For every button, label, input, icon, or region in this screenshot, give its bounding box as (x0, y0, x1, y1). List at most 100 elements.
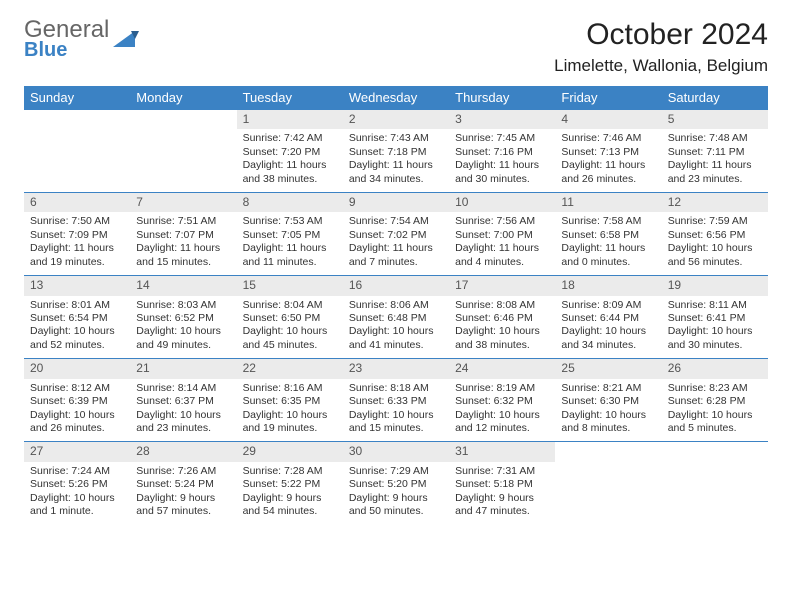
day-number: 4 (555, 110, 661, 129)
daylight-line: Daylight: 9 hours and 54 minutes. (243, 492, 337, 519)
dow-sunday: Sunday (24, 86, 130, 110)
week-row: 1Sunrise: 7:42 AMSunset: 7:20 PMDaylight… (24, 110, 768, 193)
daylight-line: Daylight: 11 hours and 26 minutes. (561, 159, 655, 186)
sunrise-line: Sunrise: 8:08 AM (455, 299, 549, 312)
day-content: Sunrise: 7:51 AMSunset: 7:07 PMDaylight:… (130, 212, 236, 275)
sunrise-line: Sunrise: 7:43 AM (349, 132, 443, 145)
dow-wednesday: Wednesday (343, 86, 449, 110)
day-cell: 19 Sunrise: 8:11 AMSunset: 6:41 PMDayligh… (662, 276, 768, 359)
daylight-line: Daylight: 10 hours and 49 minutes. (136, 325, 230, 352)
day-content: Sunrise: 8:23 AMSunset: 6:28 PMDaylight:… (662, 379, 768, 442)
daylight-line: Daylight: 11 hours and 30 minutes. (455, 159, 549, 186)
day-cell: 29Sunrise: 7:28 AMSunset: 5:22 PMDayligh… (237, 442, 343, 525)
daylight-line: Daylight: 10 hours and 45 minutes. (243, 325, 337, 352)
sunset-line: Sunset: 6:48 PM (349, 312, 443, 325)
day-number: 23 (343, 359, 449, 378)
day-cell: 6Sunrise: 7:50 AMSunset: 7:09 PMDaylight… (24, 193, 130, 276)
sunrise-line: Sunrise: 7:26 AM (136, 465, 230, 478)
day-number: 19 (662, 276, 768, 295)
sunset-line: Sunset: 6:50 PM (243, 312, 337, 325)
day-cell: 30Sunrise: 7:29 AMSunset: 5:20 PMDayligh… (343, 442, 449, 525)
daylight-line: Daylight: 10 hours and 30 minutes. (668, 325, 762, 352)
day-cell: 9Sunrise: 7:54 AMSunset: 7:02 PMDaylight… (343, 193, 449, 276)
dow-thursday: Thursday (449, 86, 555, 110)
sunset-line: Sunset: 7:20 PM (243, 146, 337, 159)
day-content: Sunrise: 8:04 AMSunset: 6:50 PMDaylight:… (237, 296, 343, 359)
sunset-line: Sunset: 6:56 PM (668, 229, 762, 242)
day-content: Sunrise: 7:29 AMSunset: 5:20 PMDaylight:… (343, 462, 449, 525)
day-cell: 17Sunrise: 8:08 AMSunset: 6:46 PMDayligh… (449, 276, 555, 359)
daylight-line: Daylight: 11 hours and 34 minutes. (349, 159, 443, 186)
daylight-line: Daylight: 10 hours and 38 minutes. (455, 325, 549, 352)
week-row: 6Sunrise: 7:50 AMSunset: 7:09 PMDaylight… (24, 193, 768, 276)
daylight-line: Daylight: 10 hours and 1 minute. (30, 492, 124, 519)
sunrise-line: Sunrise: 8:18 AM (349, 382, 443, 395)
day-number: 2 (343, 110, 449, 129)
brand-text: General Blue (24, 18, 109, 60)
location-subtitle: Limelette, Wallonia, Belgium (554, 56, 768, 76)
day-content: Sunrise: 8:09 AMSunset: 6:44 PMDaylight:… (555, 296, 661, 359)
day-cell: 22Sunrise: 8:16 AMSunset: 6:35 PMDayligh… (237, 359, 343, 442)
sunrise-line: Sunrise: 7:28 AM (243, 465, 337, 478)
sunset-line: Sunset: 6:32 PM (455, 395, 549, 408)
day-number: 16 (343, 276, 449, 295)
day-content: Sunrise: 8:03 AMSunset: 6:52 PMDaylight:… (130, 296, 236, 359)
sunrise-line: Sunrise: 8:06 AM (349, 299, 443, 312)
dow-saturday: Saturday (662, 86, 768, 110)
day-number: 12 (662, 193, 768, 212)
sunrise-line: Sunrise: 8:19 AM (455, 382, 549, 395)
day-cell: 16Sunrise: 8:06 AMSunset: 6:48 PMDayligh… (343, 276, 449, 359)
sunset-line: Sunset: 5:26 PM (30, 478, 124, 491)
day-number: 29 (237, 442, 343, 461)
day-number: 31 (449, 442, 555, 461)
sunset-line: Sunset: 6:41 PM (668, 312, 762, 325)
day-content: Sunrise: 7:59 AMSunset: 6:56 PMDaylight:… (662, 212, 768, 275)
daylight-line: Daylight: 11 hours and 23 minutes. (668, 159, 762, 186)
sunset-line: Sunset: 6:54 PM (30, 312, 124, 325)
day-number: 25 (555, 359, 661, 378)
sunrise-line: Sunrise: 8:11 AM (668, 299, 762, 312)
title-block: October 2024 Limelette, Wallonia, Belgiu… (554, 18, 768, 76)
day-content: Sunrise: 8:08 AMSunset: 6:46 PMDaylight:… (449, 296, 555, 359)
sunset-line: Sunset: 6:35 PM (243, 395, 337, 408)
day-number: 30 (343, 442, 449, 461)
day-number: 17 (449, 276, 555, 295)
sunrise-line: Sunrise: 7:45 AM (455, 132, 549, 145)
daylight-line: Daylight: 9 hours and 50 minutes. (349, 492, 443, 519)
sunrise-line: Sunrise: 7:24 AM (30, 465, 124, 478)
sunrise-line: Sunrise: 8:23 AM (668, 382, 762, 395)
day-content: Sunrise: 8:14 AMSunset: 6:37 PMDaylight:… (130, 379, 236, 442)
sunset-line: Sunset: 7:09 PM (30, 229, 124, 242)
sunset-line: Sunset: 7:16 PM (455, 146, 549, 159)
day-cell: 31Sunrise: 7:31 AMSunset: 5:18 PMDayligh… (449, 442, 555, 525)
brand-triangle-icon (113, 29, 139, 49)
daylight-line: Daylight: 11 hours and 19 minutes. (30, 242, 124, 269)
day-cell: 26Sunrise: 8:23 AMSunset: 6:28 PMDayligh… (662, 359, 768, 442)
daylight-line: Daylight: 11 hours and 11 minutes. (243, 242, 337, 269)
sunrise-line: Sunrise: 8:12 AM (30, 382, 124, 395)
day-cell (130, 110, 236, 193)
daylight-line: Daylight: 10 hours and 19 minutes. (243, 409, 337, 436)
daylight-line: Daylight: 10 hours and 12 minutes. (455, 409, 549, 436)
day-cell: 21Sunrise: 8:14 AMSunset: 6:37 PMDayligh… (130, 359, 236, 442)
daylight-line: Daylight: 10 hours and 34 minutes. (561, 325, 655, 352)
sunrise-line: Sunrise: 8:09 AM (561, 299, 655, 312)
dow-row: SundayMondayTuesdayWednesdayThursdayFrid… (24, 86, 768, 110)
header: General Blue October 2024 Limelette, Wal… (24, 18, 768, 76)
daylight-line: Daylight: 10 hours and 41 minutes. (349, 325, 443, 352)
day-number: 28 (130, 442, 236, 461)
sunset-line: Sunset: 6:33 PM (349, 395, 443, 408)
day-content: Sunrise: 8:06 AMSunset: 6:48 PMDaylight:… (343, 296, 449, 359)
dow-friday: Friday (555, 86, 661, 110)
daylight-line: Daylight: 11 hours and 0 minutes. (561, 242, 655, 269)
day-cell (662, 442, 768, 525)
day-number: 10 (449, 193, 555, 212)
day-cell: 18Sunrise: 8:09 AMSunset: 6:44 PMDayligh… (555, 276, 661, 359)
day-cell: 15Sunrise: 8:04 AMSunset: 6:50 PMDayligh… (237, 276, 343, 359)
sunset-line: Sunset: 6:52 PM (136, 312, 230, 325)
sunrise-line: Sunrise: 7:31 AM (455, 465, 549, 478)
sunset-line: Sunset: 5:18 PM (455, 478, 549, 491)
sunset-line: Sunset: 7:00 PM (455, 229, 549, 242)
day-number: 5 (662, 110, 768, 129)
day-content: Sunrise: 8:18 AMSunset: 6:33 PMDaylight:… (343, 379, 449, 442)
